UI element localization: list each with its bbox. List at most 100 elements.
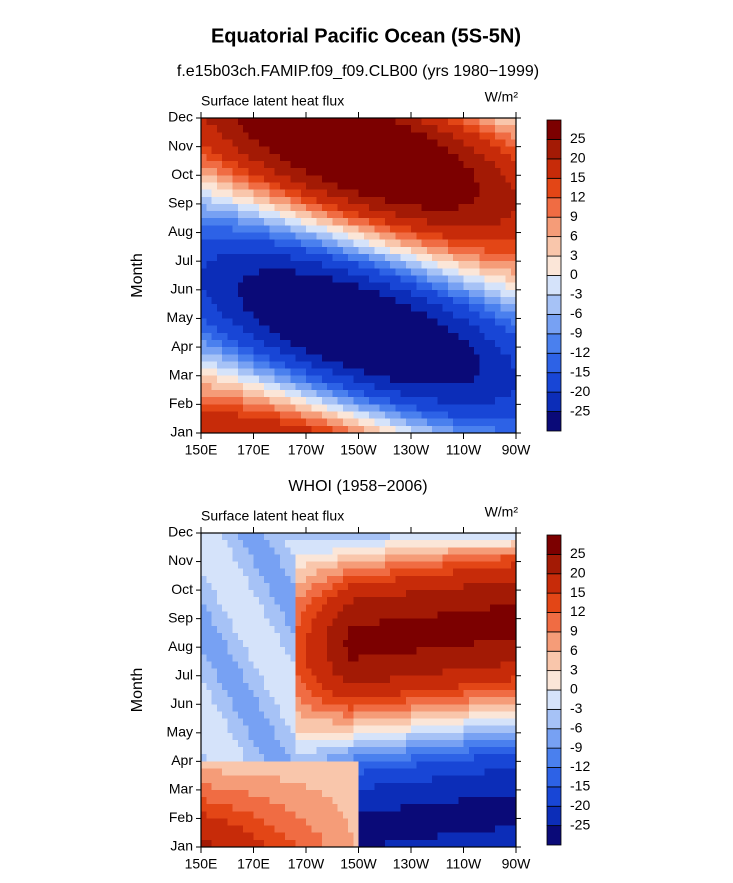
contour-cell bbox=[306, 718, 312, 727]
contour-cell bbox=[363, 218, 370, 226]
contour-cell bbox=[321, 160, 328, 169]
contour-cell bbox=[416, 739, 423, 748]
contour-cell bbox=[232, 611, 239, 620]
contour-cell bbox=[432, 640, 438, 648]
contour-cell bbox=[306, 425, 312, 434]
contour-cell bbox=[442, 118, 449, 126]
contour-cell bbox=[453, 132, 459, 141]
contour-cell bbox=[463, 797, 470, 805]
contour-cell bbox=[243, 404, 249, 413]
contour-cell bbox=[505, 425, 512, 434]
contour-cell bbox=[321, 146, 328, 155]
contour-cell bbox=[369, 361, 375, 370]
contour-cell bbox=[474, 225, 480, 234]
contour-cell bbox=[442, 661, 449, 670]
contour-cell bbox=[405, 146, 412, 155]
contour-cell bbox=[332, 718, 339, 727]
contour-cell bbox=[321, 533, 328, 541]
contour-cell bbox=[227, 597, 234, 605]
contour-cell bbox=[421, 661, 428, 670]
contour-cell bbox=[453, 160, 459, 169]
contour-cell bbox=[374, 568, 381, 577]
contour-cell bbox=[222, 632, 228, 641]
contour-cell bbox=[306, 139, 312, 148]
contour-cell bbox=[400, 232, 407, 241]
contour-cell bbox=[390, 640, 396, 648]
contour-cell bbox=[468, 146, 475, 155]
contour-cell bbox=[306, 182, 312, 191]
contour-cell bbox=[353, 418, 360, 427]
contour-cell bbox=[311, 704, 318, 713]
contour-cell bbox=[295, 811, 302, 820]
contour-cell bbox=[416, 375, 423, 384]
contour-cell bbox=[206, 390, 213, 398]
contour-cell bbox=[432, 132, 438, 141]
contour-cell bbox=[500, 225, 507, 234]
contour-cell bbox=[390, 275, 396, 284]
contour-cell bbox=[216, 547, 223, 556]
contour-cell bbox=[363, 547, 370, 556]
contour-cell bbox=[379, 568, 386, 577]
contour-cell bbox=[264, 782, 270, 791]
contour-cell bbox=[321, 132, 328, 141]
contour-cell bbox=[437, 175, 444, 184]
contour-cell bbox=[285, 647, 291, 655]
contour-cell bbox=[468, 354, 475, 363]
contour-cell bbox=[332, 811, 339, 820]
contour-cell bbox=[227, 533, 234, 541]
contour-cell bbox=[453, 782, 459, 791]
contour-cell bbox=[363, 540, 370, 548]
contour-cell bbox=[306, 547, 312, 556]
contour-cell bbox=[243, 261, 249, 269]
contour-cell bbox=[332, 139, 339, 148]
contour-cell bbox=[264, 175, 270, 184]
contour-cell bbox=[243, 654, 249, 663]
contour-cell bbox=[505, 168, 512, 176]
contour-cell bbox=[363, 368, 370, 377]
contour-cell bbox=[442, 146, 449, 155]
contour-cell bbox=[264, 647, 270, 655]
contour-cell bbox=[237, 146, 244, 155]
contour-cell bbox=[211, 232, 218, 241]
contour-cell bbox=[306, 711, 312, 720]
contour-cell bbox=[269, 675, 276, 684]
contour-cell bbox=[227, 375, 234, 384]
contour-cell bbox=[332, 604, 339, 613]
contour-cell bbox=[269, 825, 276, 834]
contour-cell bbox=[290, 397, 297, 405]
contour-cell bbox=[390, 325, 396, 334]
contour-cell bbox=[264, 347, 270, 355]
contour-cell bbox=[463, 225, 470, 234]
contour-cell bbox=[447, 132, 454, 141]
contour-cell bbox=[264, 661, 270, 670]
contour-cell bbox=[437, 153, 444, 162]
contour-cell bbox=[227, 404, 234, 413]
contour-cell bbox=[237, 411, 244, 420]
contour-cell bbox=[342, 554, 349, 563]
contour-cell bbox=[201, 347, 207, 355]
contour-cell bbox=[468, 196, 475, 205]
contour-cell bbox=[258, 832, 265, 841]
contour-cell bbox=[437, 725, 444, 734]
contour-cell bbox=[274, 775, 281, 784]
contour-cell bbox=[474, 218, 480, 226]
contour-cell bbox=[269, 375, 276, 384]
contour-cell bbox=[426, 725, 433, 734]
contour-cell bbox=[374, 218, 381, 226]
contour-cell bbox=[405, 289, 412, 298]
contour-cell bbox=[321, 404, 328, 413]
contour-cell bbox=[442, 139, 449, 148]
contour-cell bbox=[327, 782, 333, 791]
contour-cell bbox=[353, 711, 360, 720]
contour-cell bbox=[243, 375, 249, 384]
contour-cell bbox=[258, 597, 265, 605]
contour-cell bbox=[390, 690, 396, 698]
contour-cell bbox=[201, 661, 207, 670]
contour-cell bbox=[311, 775, 318, 784]
contour-cell bbox=[374, 339, 381, 348]
contour-cell bbox=[463, 168, 470, 176]
contour-cell bbox=[453, 761, 459, 770]
contour-cell bbox=[216, 540, 223, 548]
contour-cell bbox=[253, 811, 260, 820]
contour-cell bbox=[432, 718, 438, 727]
